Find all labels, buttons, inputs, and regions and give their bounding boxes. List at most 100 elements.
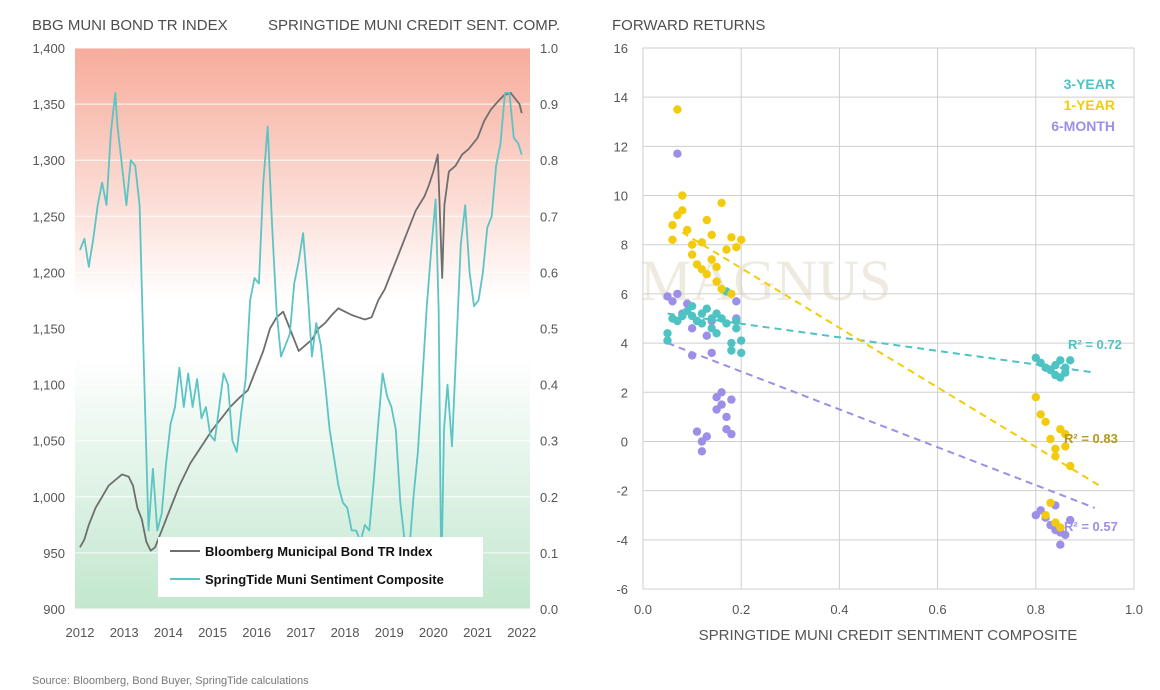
- r2-3-year: R² = 0.72: [1068, 337, 1122, 352]
- point-6-month: [702, 432, 711, 441]
- year-tick-label: 2022: [507, 625, 536, 640]
- legend-bond-label: Bloomberg Municipal Bond TR Index: [205, 544, 433, 559]
- point-6-month: [702, 331, 711, 340]
- point-1-year: [687, 250, 697, 259]
- point-1-year: [683, 225, 692, 235]
- point-1-year: [702, 215, 711, 225]
- point-6-month: [692, 427, 702, 436]
- right-axis-title: SPRINGTIDE MUNI CREDIT SENT. COMP.: [268, 17, 560, 34]
- label-1-year: 1-YEAR: [1064, 97, 1115, 113]
- point-3-year: [697, 319, 707, 328]
- point-1-year: [668, 220, 677, 230]
- point-1-year: [1046, 434, 1055, 444]
- left-axis-ticks: 900 950 1,000 1,050 1,100 1,150 1,200 1,250 1,30…: [32, 41, 65, 617]
- point-3-year: [737, 336, 746, 345]
- left-y-tick-label: 950: [43, 546, 65, 561]
- scatter-x-axis-label: SPRINGTIDE MUNI CREDIT SENTIMENT COMPOSI…: [699, 627, 1078, 644]
- right-y-tick-label: 0.1: [540, 546, 558, 561]
- watermark: MAGNUS: [640, 248, 891, 313]
- point-1-year: [702, 270, 711, 279]
- scatter-x-tick-label: 1.0: [1125, 602, 1143, 617]
- point-6-month: [727, 429, 736, 439]
- point-1-year: [1051, 444, 1060, 453]
- r2-1-year: R² = 0.83: [1064, 431, 1118, 446]
- point-1-year: [727, 289, 736, 299]
- year-tick-label: 2013: [110, 625, 139, 640]
- scatter-y-tick-label: 14: [614, 90, 628, 105]
- point-1-year: [697, 238, 707, 247]
- point-1-year: [687, 240, 697, 249]
- point-3-year: [1066, 356, 1075, 365]
- point-1-year: [668, 235, 677, 244]
- scatter-x-tick-label: 0.8: [1027, 602, 1045, 617]
- point-1-year: [1056, 523, 1065, 532]
- point-6-month: [697, 447, 707, 456]
- point-3-year: [687, 302, 697, 311]
- r2-6-month: R² = 0.57: [1064, 519, 1118, 534]
- legend-sentiment-label: SpringTide Muni Sentiment Composite: [205, 572, 444, 587]
- right-y-tick-label: 0.2: [540, 490, 558, 505]
- scatter-y-tick-label: -6: [616, 582, 628, 597]
- point-1-year: [717, 284, 726, 294]
- point-3-year: [732, 324, 741, 333]
- point-6-month: [727, 395, 736, 404]
- scatter-y-tick-label: -4: [616, 533, 628, 548]
- point-3-year: [1056, 373, 1065, 382]
- scatter-y-tick-label: 16: [614, 41, 628, 56]
- year-axis-ticks: 2012 2013 2014 2015 2016 2017 2018 2019 2020 2021…: [66, 625, 537, 640]
- point-1-year: [707, 230, 716, 240]
- point-3-year: [712, 329, 721, 338]
- right-y-tick-label: 0.4: [540, 378, 558, 393]
- left-y-tick-label: 1,300: [32, 153, 65, 168]
- point-1-year: [717, 198, 726, 208]
- left-y-tick-label: 1,350: [32, 97, 65, 112]
- point-1-year: [707, 255, 716, 264]
- right-y-tick-label: 0.9: [540, 97, 558, 112]
- point-1-year: [1041, 417, 1050, 426]
- point-3-year: [1056, 356, 1065, 365]
- year-tick-label: 2021: [463, 625, 492, 640]
- left-y-tick-label: 1,200: [32, 265, 65, 280]
- point-6-month: [668, 297, 677, 306]
- left-axis-title: BBG MUNI BOND TR INDEX: [32, 17, 228, 34]
- scatter-y-tick-label: 10: [614, 189, 628, 204]
- scatter-y-ticks: -6 -4 -2 0 2 4 6 8 10 12 14 16: [614, 41, 628, 597]
- right-y-tick-label: 0.0: [540, 602, 558, 617]
- point-1-year: [673, 105, 682, 114]
- point-6-month: [1056, 540, 1065, 549]
- label-3-year: 3-YEAR: [1064, 76, 1115, 92]
- scatter-x-tick-label: 0.2: [732, 602, 750, 617]
- scatter-y-tick-label: 8: [621, 238, 628, 253]
- point-1-year: [1036, 410, 1045, 419]
- point-3-year: [727, 338, 736, 348]
- point-1-year: [727, 233, 736, 242]
- year-tick-label: 2016: [242, 625, 271, 640]
- left-y-tick-label: 1,050: [32, 434, 65, 449]
- year-tick-label: 2014: [154, 625, 183, 640]
- trendline-6-month: [667, 342, 1096, 509]
- scatter-gridlines: [642, 47, 1135, 590]
- point-1-year: [737, 235, 746, 244]
- trendline-1-year: [681, 231, 1101, 487]
- point-3-year: [663, 329, 672, 338]
- left-y-tick-label: 1,150: [32, 322, 65, 337]
- left-chart-lines: [79, 92, 523, 582]
- point-1-year: [1031, 393, 1041, 402]
- point-1-year: [1046, 498, 1055, 508]
- scatter-points: [663, 105, 1075, 549]
- scatter-x-ticks: 0.0 0.2 0.4 0.6 0.8 1.0: [634, 602, 1143, 617]
- right-y-tick-label: 0.3: [540, 434, 558, 449]
- point-3-year: [727, 346, 736, 355]
- point-1-year: [1061, 442, 1070, 451]
- year-tick-label: 2017: [286, 625, 315, 640]
- point-1-year: [722, 245, 731, 254]
- point-1-year: [712, 262, 721, 272]
- point-6-month: [687, 324, 697, 333]
- point-1-year: [712, 277, 721, 286]
- bond-index-line: [79, 92, 523, 552]
- right-y-tick-label: 0.6: [540, 265, 558, 280]
- left-y-tick-label: 1,000: [32, 490, 65, 505]
- point-6-month: [732, 297, 741, 306]
- point-6-month: [717, 400, 726, 409]
